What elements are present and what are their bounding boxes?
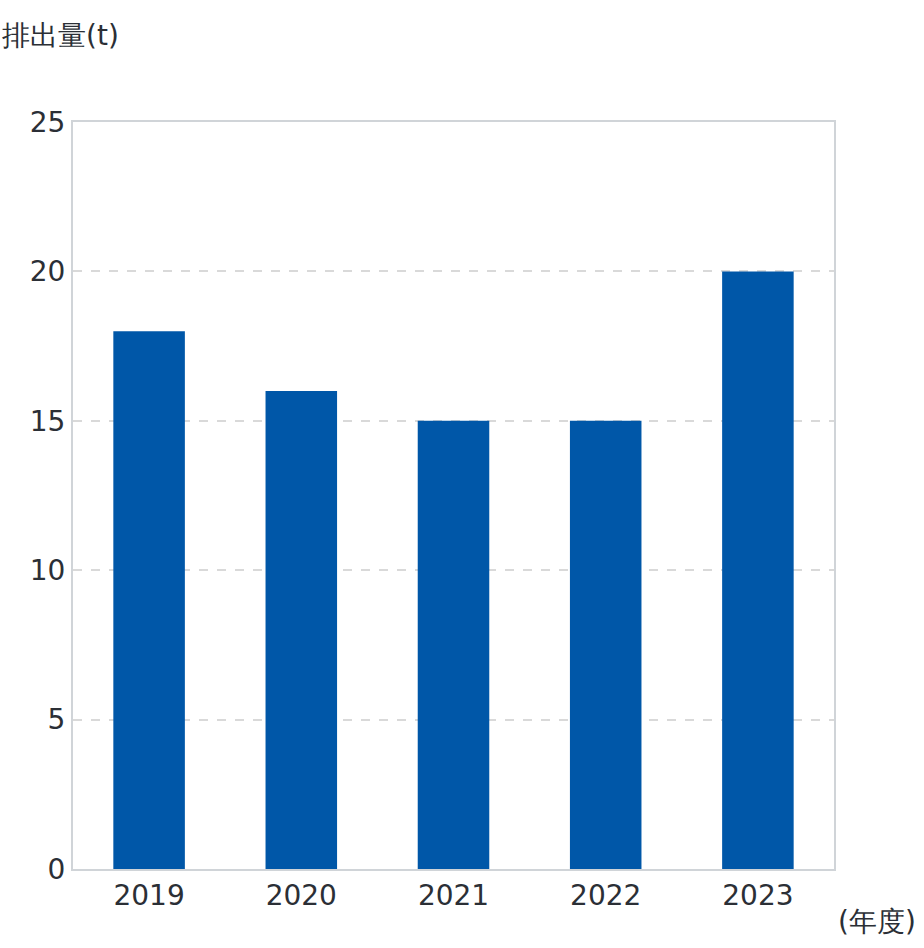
svg-text:2022: 2022: [570, 879, 641, 912]
svg-text:25: 25: [30, 106, 66, 139]
svg-text:15: 15: [30, 405, 66, 438]
svg-text:2023: 2023: [722, 879, 793, 912]
svg-text:2021: 2021: [418, 879, 489, 912]
svg-text:2019: 2019: [113, 879, 184, 912]
svg-text:10: 10: [30, 554, 66, 587]
svg-text:0: 0: [48, 853, 66, 886]
svg-text:5: 5: [48, 703, 66, 736]
svg-text:2020: 2020: [266, 879, 337, 912]
svg-text:排出量(t): 排出量(t): [2, 19, 119, 52]
svg-text:(年度): (年度): [838, 905, 916, 938]
svg-text:20: 20: [30, 255, 66, 288]
